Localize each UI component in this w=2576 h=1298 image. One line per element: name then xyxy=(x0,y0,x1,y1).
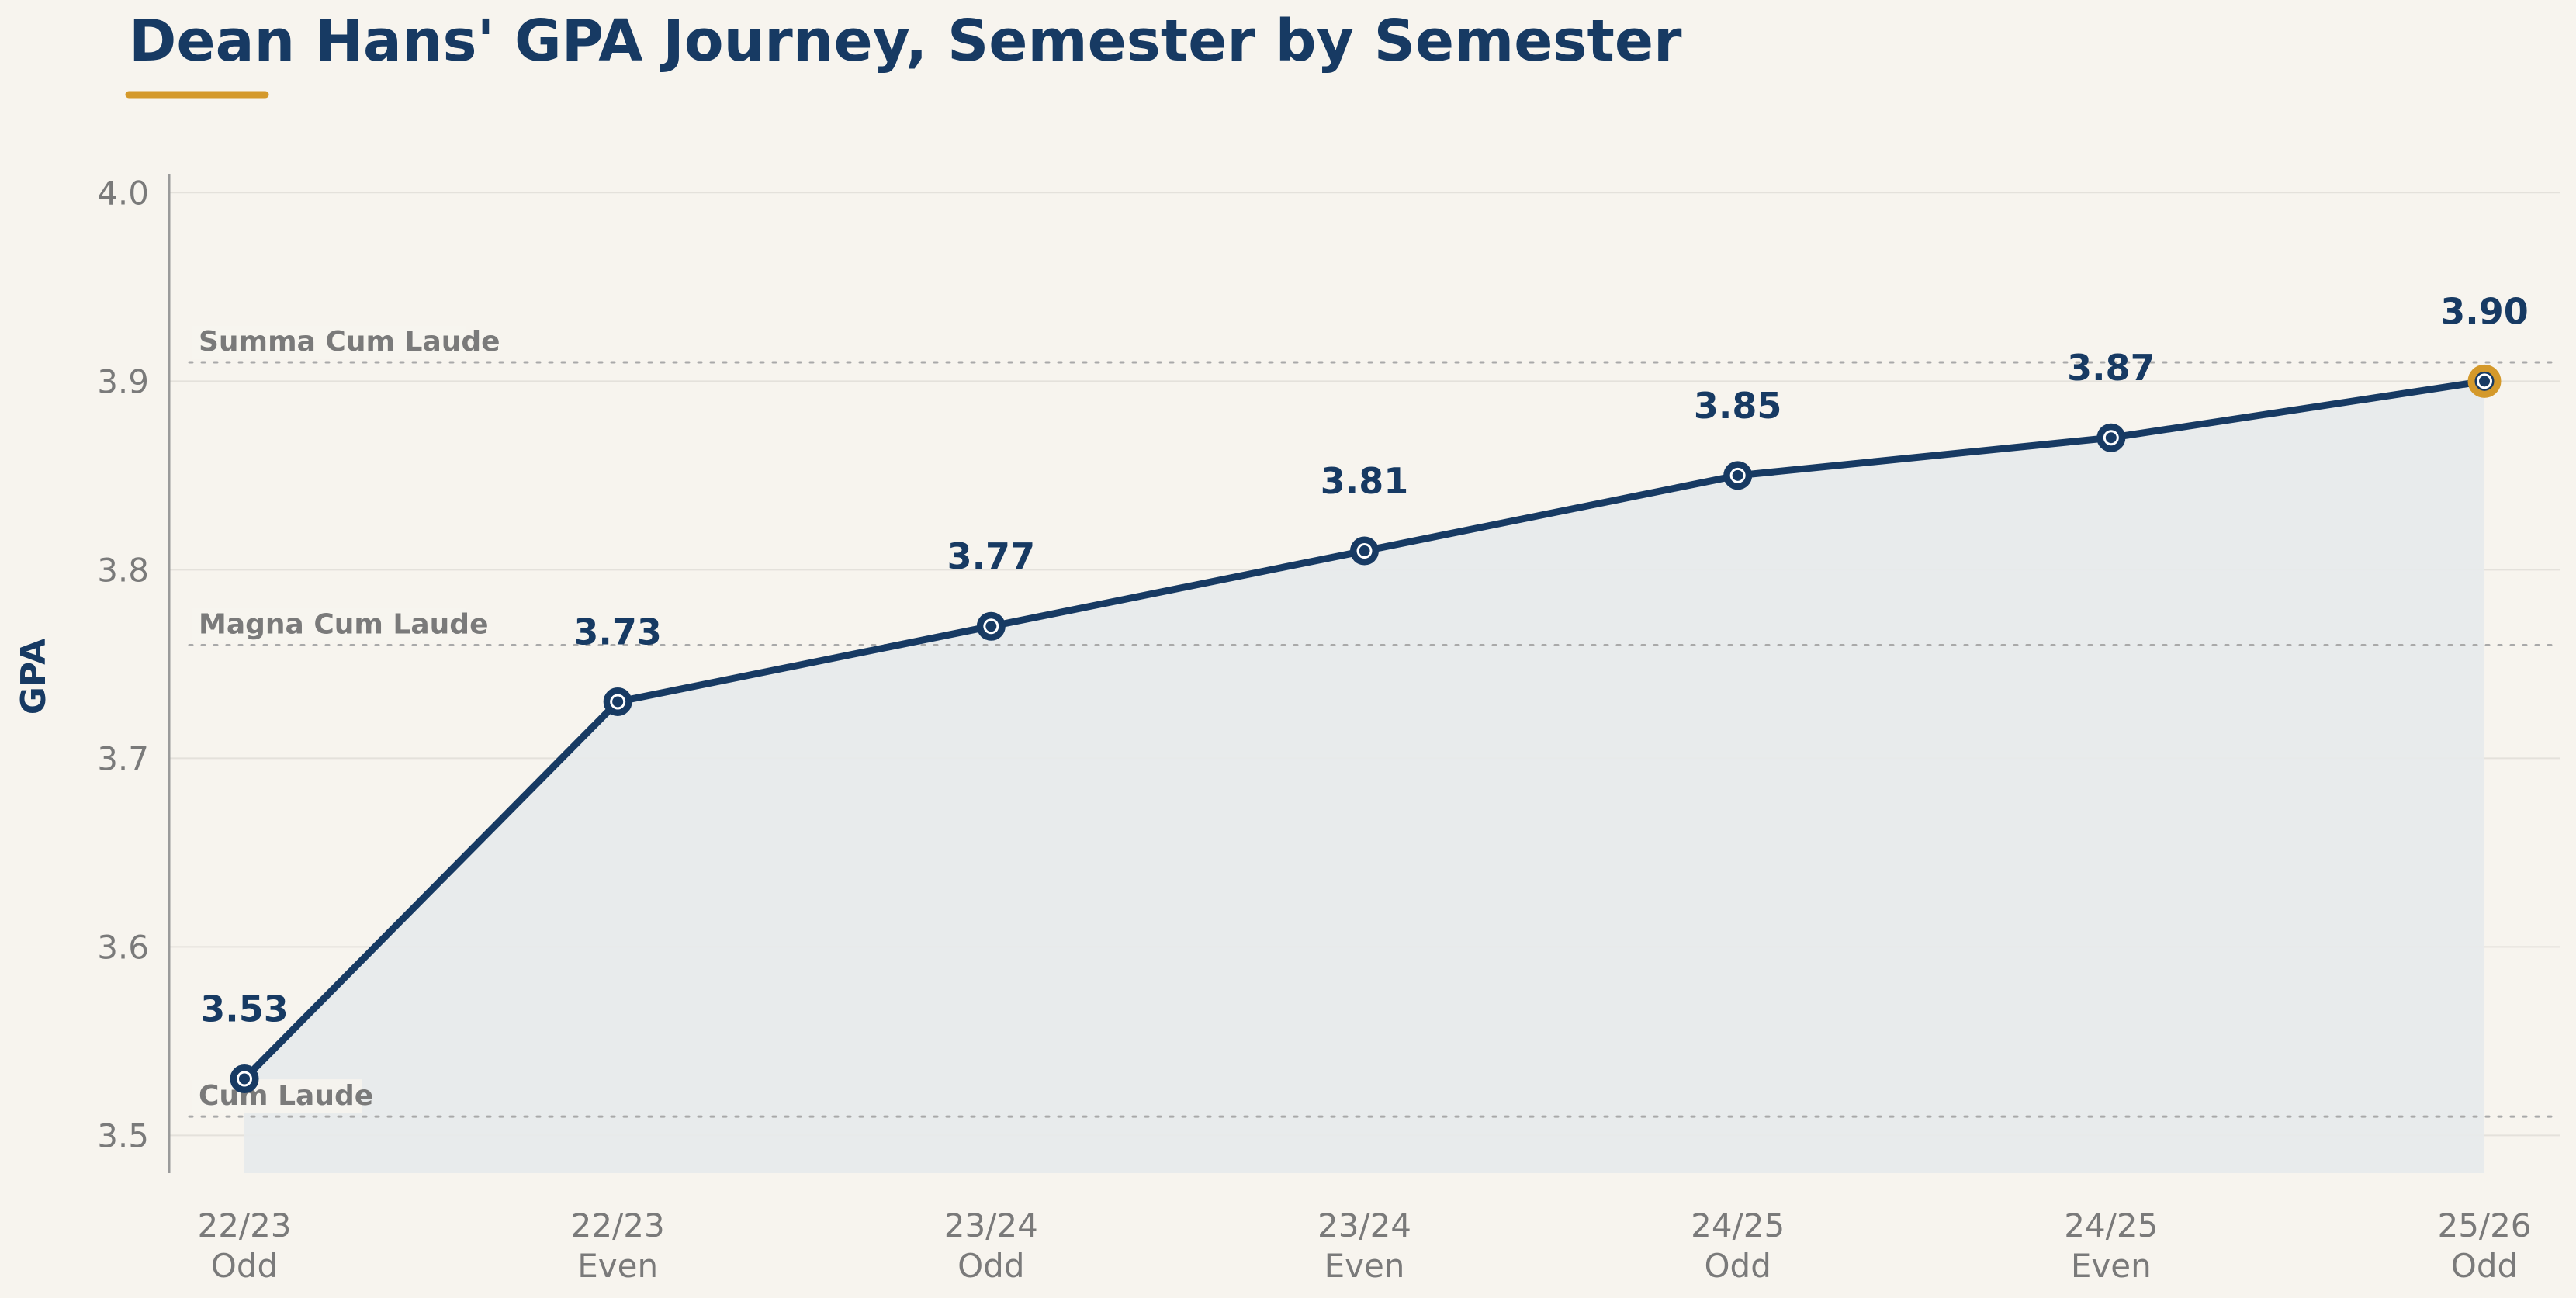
y-tick-label: 3.9 xyxy=(97,362,149,400)
reference-lines: Summa Cum Laude Magna Cum Laude Cum Laude xyxy=(188,325,2562,1118)
points-layer xyxy=(230,364,2502,1093)
x-tick-label: 22/23 Even xyxy=(571,1206,665,1285)
data-label: 3.73 xyxy=(573,611,662,652)
x-tick-label-line: Even xyxy=(577,1247,658,1285)
data-point xyxy=(976,611,1006,641)
x-tick-label-line: 25/26 xyxy=(2437,1206,2531,1244)
point-core xyxy=(2105,432,2117,444)
data-point xyxy=(1350,536,1379,566)
x-tick-label-line: 22/23 xyxy=(571,1206,665,1244)
point-core xyxy=(612,696,624,708)
x-tick-label: 22/23 Odd xyxy=(197,1206,291,1285)
data-point xyxy=(603,687,632,716)
x-tick-label-line: Odd xyxy=(2451,1247,2518,1285)
data-label: 3.77 xyxy=(947,535,1036,577)
y-axis-label: GPA xyxy=(14,639,54,715)
x-tick-label-line: 24/25 xyxy=(2064,1206,2158,1244)
x-tick-label: 24/25 Even xyxy=(2064,1206,2158,1285)
x-tick-label-line: Odd xyxy=(1704,1247,1771,1285)
x-tick-label-line: Even xyxy=(1324,1247,1405,1285)
x-tick-label-line: Even xyxy=(2071,1247,2152,1285)
x-tick-label-line: Odd xyxy=(211,1247,278,1285)
x-tick-label-line: 23/24 xyxy=(944,1206,1038,1244)
data-point xyxy=(230,1064,259,1093)
point-core xyxy=(2479,376,2490,387)
area-layer xyxy=(244,381,2484,1173)
reference-label-bg xyxy=(192,1079,362,1114)
x-tick-label-line: 24/25 xyxy=(1691,1206,1785,1244)
reference-label: Cum Laude xyxy=(199,1080,373,1112)
data-labels-layer: 3.53 3.73 3.77 3.81 3.85 3.87 3.90 xyxy=(200,290,2529,1030)
x-tick-label: 25/26 Odd xyxy=(2437,1206,2531,1285)
data-point xyxy=(1723,461,1753,490)
data-label: 3.85 xyxy=(1694,385,1782,427)
highlight-point xyxy=(2467,364,2502,398)
data-point xyxy=(2096,423,2126,452)
y-tick-label: 3.5 xyxy=(97,1116,149,1154)
point-core xyxy=(1732,469,1743,481)
y-tick-label: 3.6 xyxy=(97,928,149,966)
x-tick-label-line: 23/24 xyxy=(1317,1206,1411,1244)
area-fill xyxy=(244,381,2484,1173)
data-label: 3.53 xyxy=(200,988,289,1030)
point-core xyxy=(1359,545,1370,557)
y-tick-label: 4.0 xyxy=(97,174,149,212)
reference-label-bg xyxy=(192,607,467,642)
point-core xyxy=(985,621,997,632)
x-tick-label: 23/24 Odd xyxy=(944,1206,1038,1285)
chart-title: Dean Hans' GPA Journey, Semester by Seme… xyxy=(129,8,1682,74)
data-label: 3.87 xyxy=(2067,347,2155,389)
x-tick-label-line: 22/23 xyxy=(197,1206,291,1244)
point-core xyxy=(239,1073,250,1085)
x-tick-label-line: Odd xyxy=(957,1247,1024,1285)
x-tick-label: 24/25 Odd xyxy=(1691,1206,1785,1285)
data-label: 3.81 xyxy=(1321,460,1409,502)
x-tick-label: 23/24 Even xyxy=(1317,1206,1411,1285)
reference-label-bg xyxy=(192,325,467,360)
data-label: 3.90 xyxy=(2440,290,2529,332)
reference-label: Summa Cum Laude xyxy=(199,326,500,358)
y-tick-label: 3.8 xyxy=(97,551,149,589)
reference-label: Magna Cum Laude xyxy=(199,609,488,641)
y-tick-label: 3.7 xyxy=(97,739,149,777)
